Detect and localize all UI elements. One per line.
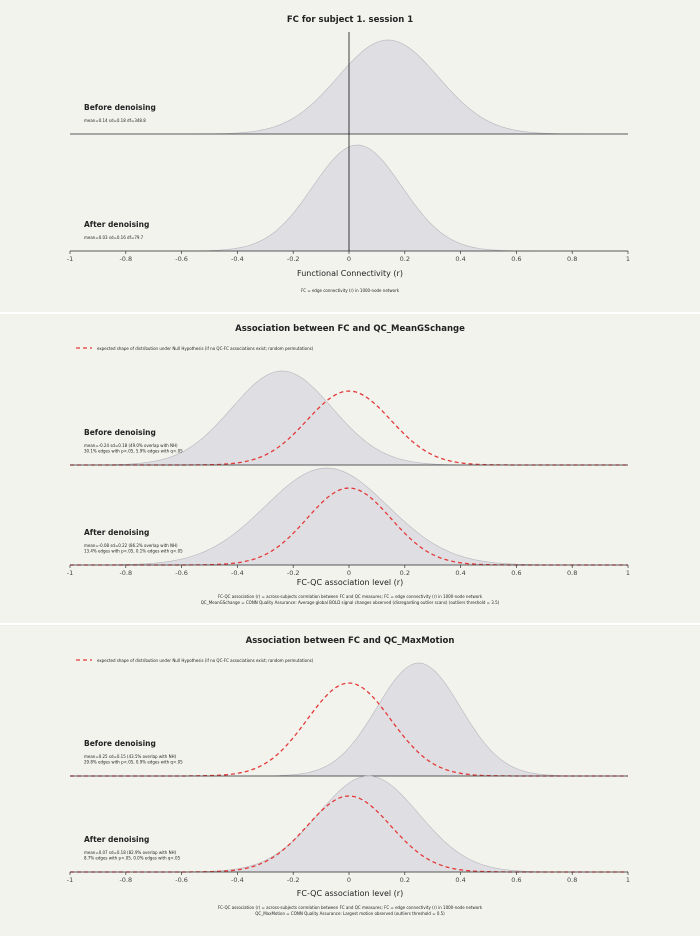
panel-divider bbox=[0, 623, 700, 625]
x-tick-label: -0.6 bbox=[175, 569, 188, 577]
x-tick-label: 0.8 bbox=[567, 569, 577, 577]
row-label: After denoising bbox=[84, 528, 149, 537]
chart-title: Association between FC and QC_MaxMotion bbox=[246, 636, 455, 646]
x-tick-label: 0.8 bbox=[567, 876, 577, 884]
x-tick-label: -1 bbox=[67, 255, 73, 263]
x-tick-label: 1 bbox=[626, 569, 630, 577]
x-tick-label: 0.2 bbox=[400, 876, 410, 884]
x-tick-label: 0 bbox=[347, 569, 351, 577]
row-label: After denoising bbox=[84, 835, 149, 844]
x-tick-label: -0.4 bbox=[231, 569, 244, 577]
x-tick-label: -0.2 bbox=[287, 255, 300, 263]
chart-title: FC for subject 1. session 1 bbox=[287, 15, 413, 25]
row-stats: 29.8% edges with p<.05, 0.9% edges with … bbox=[84, 760, 183, 765]
row-stats: mean=0.03 sd=0.16 df=79.7 bbox=[84, 235, 144, 240]
x-tick-label: -0.6 bbox=[175, 876, 188, 884]
footnote: FC-QC association (r) = across-subjects … bbox=[218, 905, 483, 910]
qc-meangschange-panel: Association between FC and QC_MeanGSchan… bbox=[0, 314, 700, 623]
row-stats: 13.4% edges with p<.05, 0.1% edges with … bbox=[84, 549, 183, 554]
row-stats: mean=-0.08 sd=0.22 (86.2% overlap with N… bbox=[84, 543, 178, 548]
x-tick-label: -0.2 bbox=[287, 876, 300, 884]
x-tick-label: -0.6 bbox=[175, 255, 188, 263]
row-stats: mean=0.25 sd=0.15 (43.5% overlap with NH… bbox=[84, 754, 177, 759]
x-tick-label: 0.6 bbox=[511, 255, 521, 263]
fc-panel: FC for subject 1. session 1 Before denois… bbox=[0, 0, 700, 312]
x-tick-label: 0 bbox=[347, 876, 351, 884]
footnote: FC = edge connectivity (r) in 1000-node … bbox=[301, 288, 400, 293]
x-tick-label: -1 bbox=[67, 876, 73, 884]
x-tick-label: 1 bbox=[626, 255, 630, 263]
x-axis-label: FC-QC association level (r) bbox=[297, 889, 403, 898]
x-axis-label: FC-QC association level (r) bbox=[297, 578, 403, 587]
row-stats: mean=0.14 sd=0.18 df=348.8 bbox=[84, 118, 146, 123]
x-tick-label: 0.4 bbox=[455, 569, 465, 577]
footnote: QC_MaxMotion = CONN Quality Assurance: L… bbox=[255, 911, 445, 916]
row-stats: mean=0.07 sd=0.18 (82.9% overlap with NH… bbox=[84, 850, 177, 855]
x-tick-label: -0.8 bbox=[119, 569, 132, 577]
x-tick-label: 0.6 bbox=[511, 876, 521, 884]
x-tick-label: -0.8 bbox=[119, 255, 132, 263]
qc-meangschange-chart: Association between FC and QC_MeanGSchan… bbox=[67, 324, 630, 605]
x-tick-label: 0.4 bbox=[455, 255, 465, 263]
x-tick-label: -1 bbox=[67, 569, 73, 577]
row-stats: 30.1% edges with p<.05, 5.9% edges with … bbox=[84, 449, 183, 454]
null-legend-label: expected shape of distribution under Nul… bbox=[97, 346, 314, 351]
x-tick-label: 1 bbox=[626, 876, 630, 884]
row-stats: 8.7% edges with p<.05, 0.0% edges with q… bbox=[84, 856, 181, 861]
row-label: After denoising bbox=[84, 220, 149, 229]
x-tick-label: -0.2 bbox=[287, 569, 300, 577]
panel-divider bbox=[0, 312, 700, 314]
x-tick-label: -0.4 bbox=[231, 876, 244, 884]
row-label: Before denoising bbox=[84, 428, 156, 437]
null-legend-label: expected shape of distribution under Nul… bbox=[97, 658, 314, 663]
x-tick-label: 0.2 bbox=[400, 569, 410, 577]
chart-title: Association between FC and QC_MeanGSchan… bbox=[235, 324, 465, 334]
x-tick-label: 0 bbox=[347, 255, 351, 263]
footnote: QC_MeanGSchange = CONN Quality Assurance… bbox=[201, 600, 500, 605]
x-tick-label: 0.6 bbox=[511, 569, 521, 577]
x-tick-label: -0.4 bbox=[231, 255, 244, 263]
x-tick-label: 0.2 bbox=[400, 255, 410, 263]
qc-maxmotion-chart: Association between FC and QC_MaxMotione… bbox=[67, 636, 630, 916]
row-label: Before denoising bbox=[84, 739, 156, 748]
x-axis-label: Functional Connectivity (r) bbox=[297, 269, 403, 278]
x-tick-label: -0.8 bbox=[119, 876, 132, 884]
x-tick-label: 0.4 bbox=[455, 876, 465, 884]
row-label: Before denoising bbox=[84, 103, 156, 112]
footnote: FC-QC association (r) = across-subjects … bbox=[218, 594, 483, 599]
row-stats: mean=-0.24 sd=0.18 (49.0% overlap with N… bbox=[84, 443, 178, 448]
x-tick-label: 0.8 bbox=[567, 255, 577, 263]
fc-distribution-chart: FC for subject 1. session 1 Before denois… bbox=[67, 15, 630, 293]
